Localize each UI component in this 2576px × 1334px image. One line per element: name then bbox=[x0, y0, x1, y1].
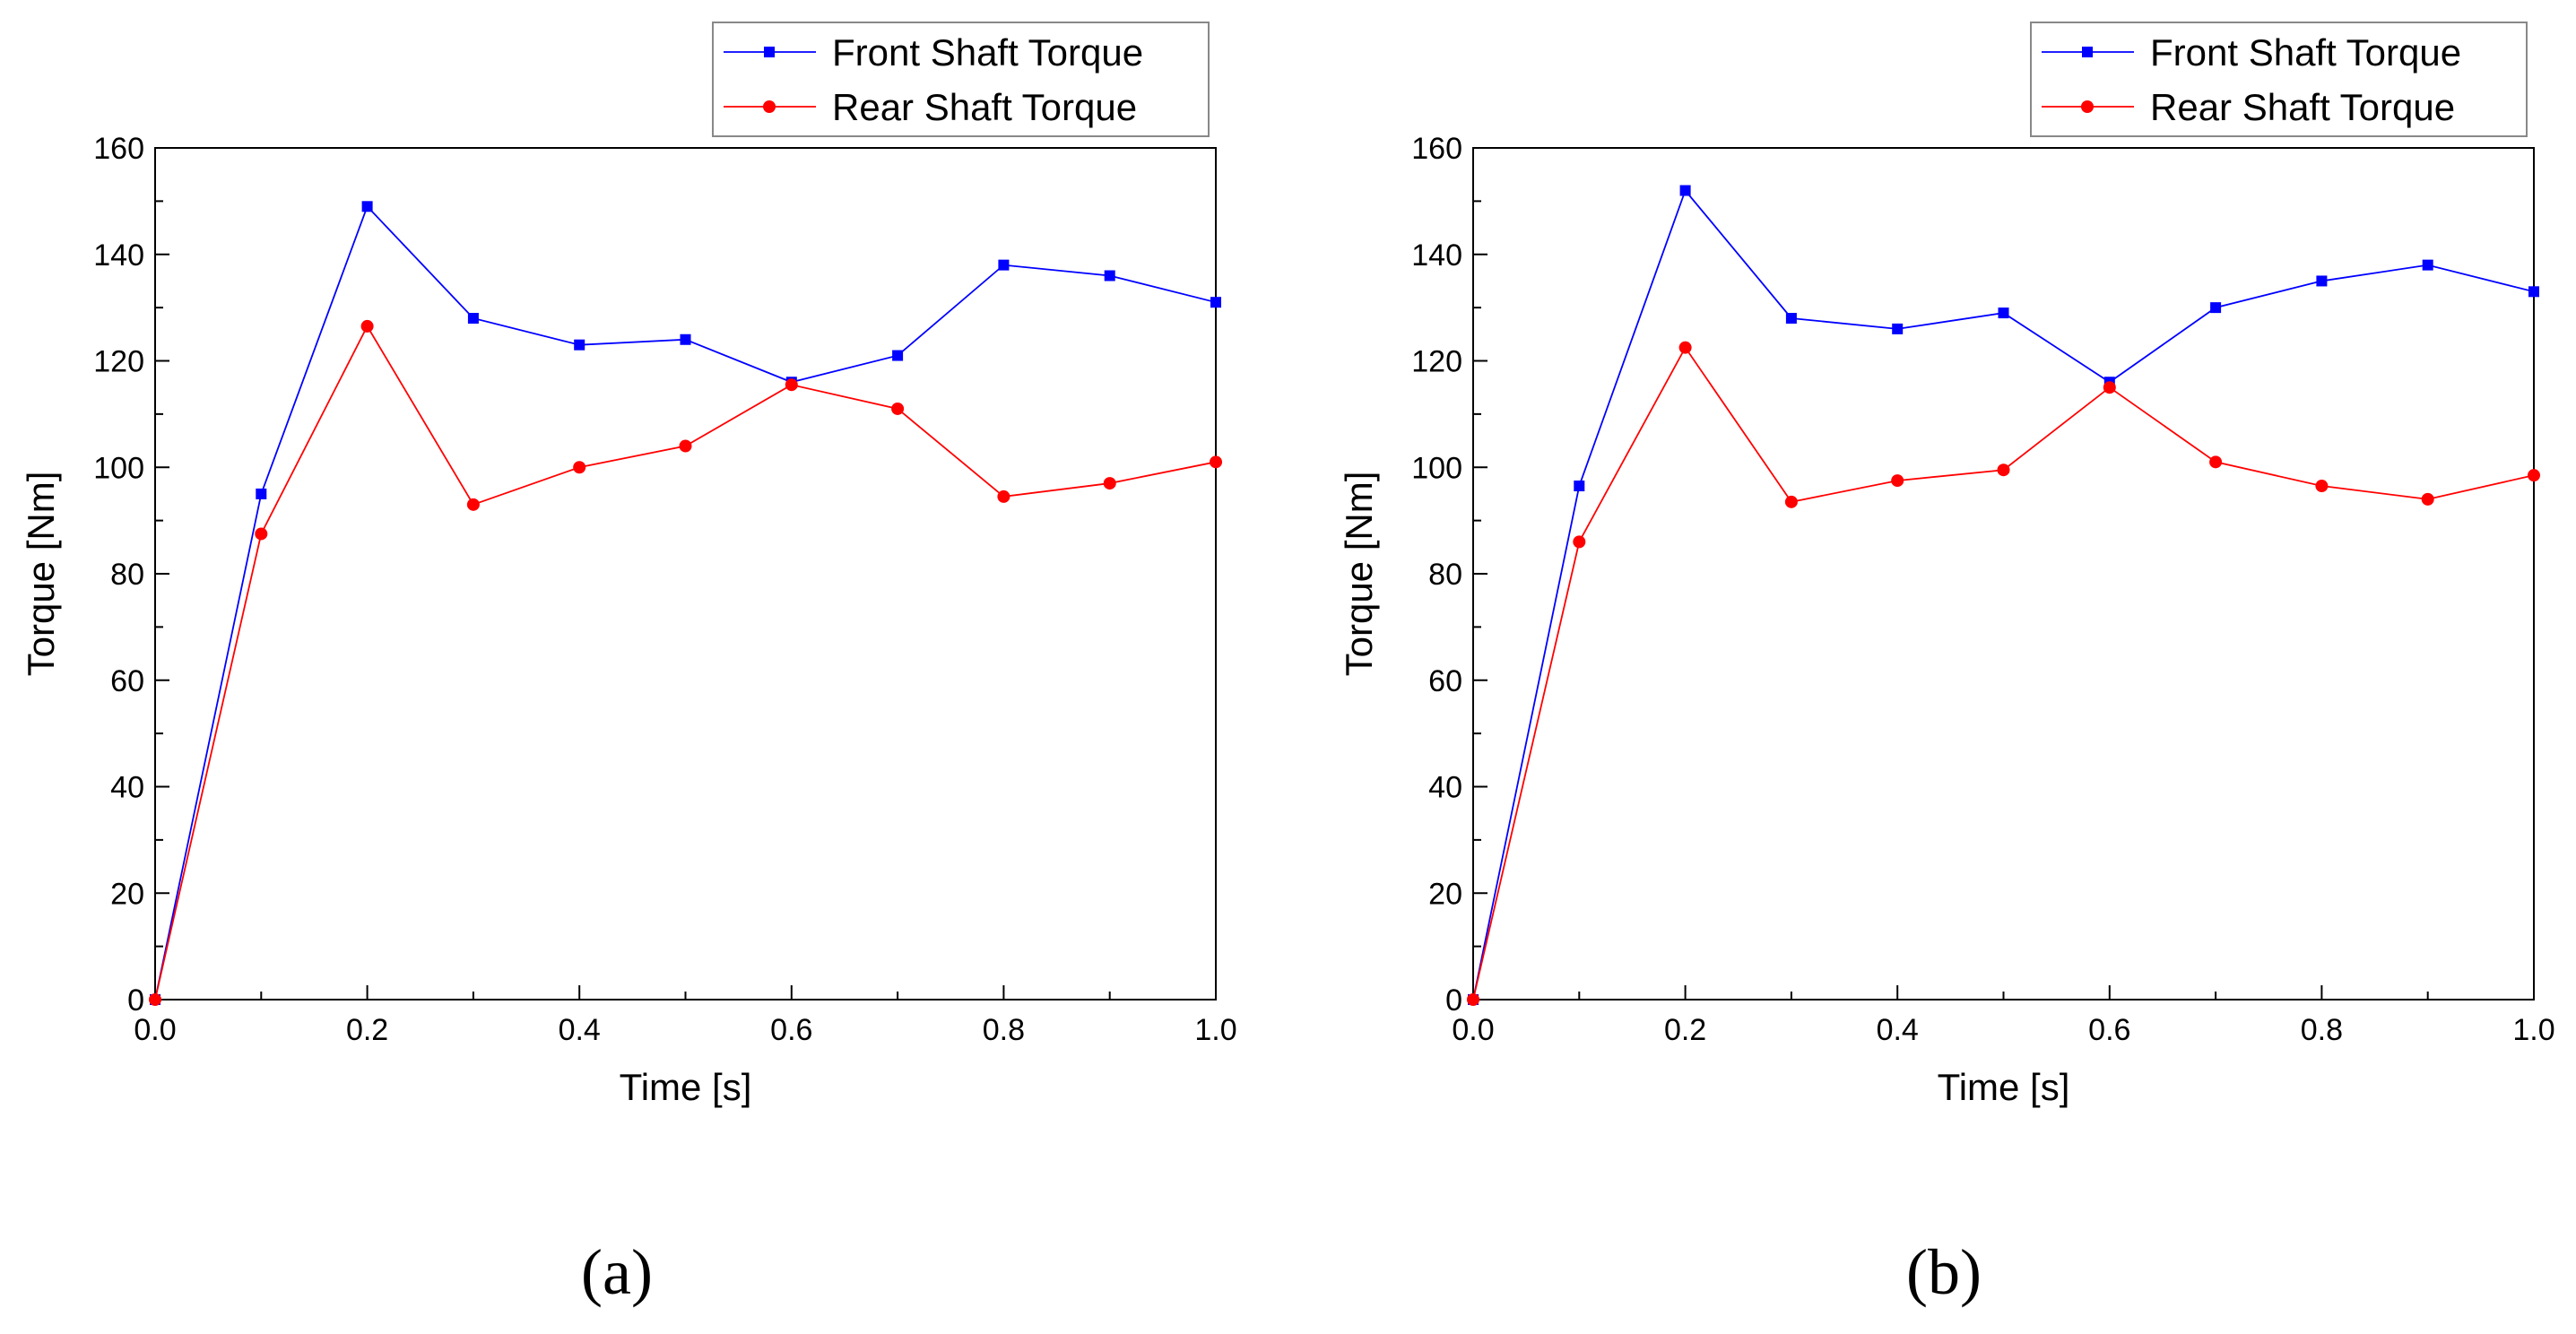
chart-a: 0 20 40 60 80 100 120 140 160 0.0 0.2 0.4 0.6 0.8 1.0 T… bbox=[20, 22, 1237, 1108]
y-tick-label: 100 bbox=[93, 451, 144, 485]
data-point-front bbox=[892, 350, 904, 361]
data-point-rear bbox=[997, 489, 1010, 503]
x-tick-label: 0.6 bbox=[770, 1013, 812, 1047]
data-point-rear bbox=[1997, 463, 2010, 477]
x-tick-label: 0.0 bbox=[1452, 1013, 1494, 1047]
y-tick-label: 100 bbox=[1411, 451, 1462, 485]
data-point-rear bbox=[1678, 341, 1692, 354]
data-point-front bbox=[680, 334, 691, 345]
data-point-rear bbox=[2209, 455, 2223, 469]
y-tick-label: 0 bbox=[1445, 983, 1462, 1018]
x-tick-label: 0.0 bbox=[134, 1013, 176, 1047]
x-tick-label: 0.8 bbox=[2301, 1013, 2343, 1047]
data-point-rear bbox=[891, 402, 905, 415]
y-tick-label: 120 bbox=[1411, 345, 1462, 379]
y-tick-label: 160 bbox=[93, 132, 144, 166]
y-tick-label: 60 bbox=[1428, 664, 1462, 698]
data-point-front bbox=[1104, 270, 1115, 282]
x-tick-label: 0.4 bbox=[1877, 1013, 1919, 1047]
data-point-rear bbox=[573, 461, 586, 474]
data-point-front bbox=[1679, 185, 1691, 196]
data-point-rear bbox=[360, 319, 374, 333]
x-tick-label: 0.4 bbox=[559, 1013, 601, 1047]
y-tick-label: 20 bbox=[110, 877, 144, 911]
data-point-rear bbox=[1103, 477, 1116, 490]
data-point-rear bbox=[1573, 535, 1586, 549]
x-axis-title: Time [s] bbox=[620, 1066, 752, 1108]
legend-marker-circle bbox=[2081, 100, 2094, 113]
y-tick-label: 40 bbox=[1428, 771, 1462, 805]
data-point-rear bbox=[1784, 495, 1798, 508]
data-point-rear bbox=[1467, 993, 1479, 1006]
data-point-rear bbox=[255, 527, 268, 541]
x-tick-label: 0.6 bbox=[2088, 1013, 2130, 1047]
data-point-front bbox=[256, 488, 267, 499]
data-point-rear bbox=[2103, 381, 2116, 394]
y-tick-label: 120 bbox=[93, 345, 144, 379]
data-point-rear bbox=[466, 498, 480, 511]
panel-label-a: (a) bbox=[581, 1236, 653, 1308]
y-axis-title: Torque [Nm] bbox=[1338, 472, 1380, 677]
legend-label: Rear Shaft Torque bbox=[2150, 86, 2455, 128]
y-tick-label: 140 bbox=[93, 238, 144, 273]
data-point-front bbox=[467, 313, 479, 324]
data-point-front bbox=[574, 339, 585, 351]
x-tick-label: 0.2 bbox=[1664, 1013, 1706, 1047]
y-tick-label: 0 bbox=[127, 983, 144, 1018]
y-tick-label: 80 bbox=[110, 558, 144, 592]
plot-frame bbox=[154, 147, 1217, 1000]
series-line-rear bbox=[154, 325, 1217, 1000]
data-point-front bbox=[1998, 308, 2009, 319]
data-point-rear bbox=[2421, 492, 2434, 506]
y-tick-label: 40 bbox=[110, 771, 144, 805]
chart-b: 0 20 40 60 80 100 120 140 160 0.0 0.2 0.4 0.6 0.8 1.0 T… bbox=[1338, 22, 2555, 1108]
series-line-front bbox=[154, 204, 1217, 1000]
data-point-front bbox=[1574, 481, 1585, 492]
legend-marker-circle bbox=[763, 100, 776, 113]
legend-label: Rear Shaft Torque bbox=[832, 86, 1137, 128]
data-point-front bbox=[2210, 302, 2222, 314]
data-point-front bbox=[998, 259, 1010, 271]
y-tick-label: 160 bbox=[1411, 132, 1462, 166]
data-point-rear bbox=[2315, 480, 2329, 493]
data-point-rear bbox=[149, 993, 161, 1006]
data-point-front bbox=[1785, 313, 1797, 324]
data-point-front bbox=[2422, 259, 2433, 271]
x-tick-label: 1.0 bbox=[2512, 1013, 2554, 1047]
y-tick-label: 80 bbox=[1428, 558, 1462, 592]
data-point-rear bbox=[1210, 455, 1222, 469]
data-point-front bbox=[361, 201, 373, 212]
data-point-rear bbox=[679, 439, 692, 453]
y-tick-label: 20 bbox=[1428, 877, 1462, 911]
legend-box bbox=[2030, 22, 2528, 137]
series-line-rear bbox=[1472, 345, 2535, 1000]
x-axis-title: Time [s] bbox=[1938, 1066, 2070, 1108]
data-point-rear bbox=[785, 378, 798, 392]
data-point-front bbox=[1210, 297, 1221, 308]
data-point-front bbox=[1892, 323, 1904, 334]
legend-label: Front Shaft Torque bbox=[832, 31, 1143, 74]
legend-box bbox=[712, 22, 1210, 137]
legend-label: Front Shaft Torque bbox=[2150, 31, 2461, 74]
y-tick-label: 60 bbox=[110, 664, 144, 698]
panel-label-b: (b) bbox=[1906, 1236, 1982, 1308]
x-tick-label: 1.0 bbox=[1194, 1013, 1236, 1047]
data-point-rear bbox=[2528, 469, 2540, 482]
legend-marker-square bbox=[764, 47, 775, 57]
data-point-front bbox=[2316, 275, 2328, 287]
x-tick-label: 0.2 bbox=[346, 1013, 388, 1047]
data-point-rear bbox=[1891, 474, 1904, 488]
y-tick-label: 140 bbox=[1411, 238, 1462, 273]
legend-marker-square bbox=[2082, 47, 2093, 57]
y-axis-title: Torque [Nm] bbox=[20, 472, 62, 677]
plot-frame bbox=[1472, 147, 2535, 1000]
x-tick-label: 0.8 bbox=[983, 1013, 1025, 1047]
data-point-front bbox=[2528, 286, 2539, 298]
